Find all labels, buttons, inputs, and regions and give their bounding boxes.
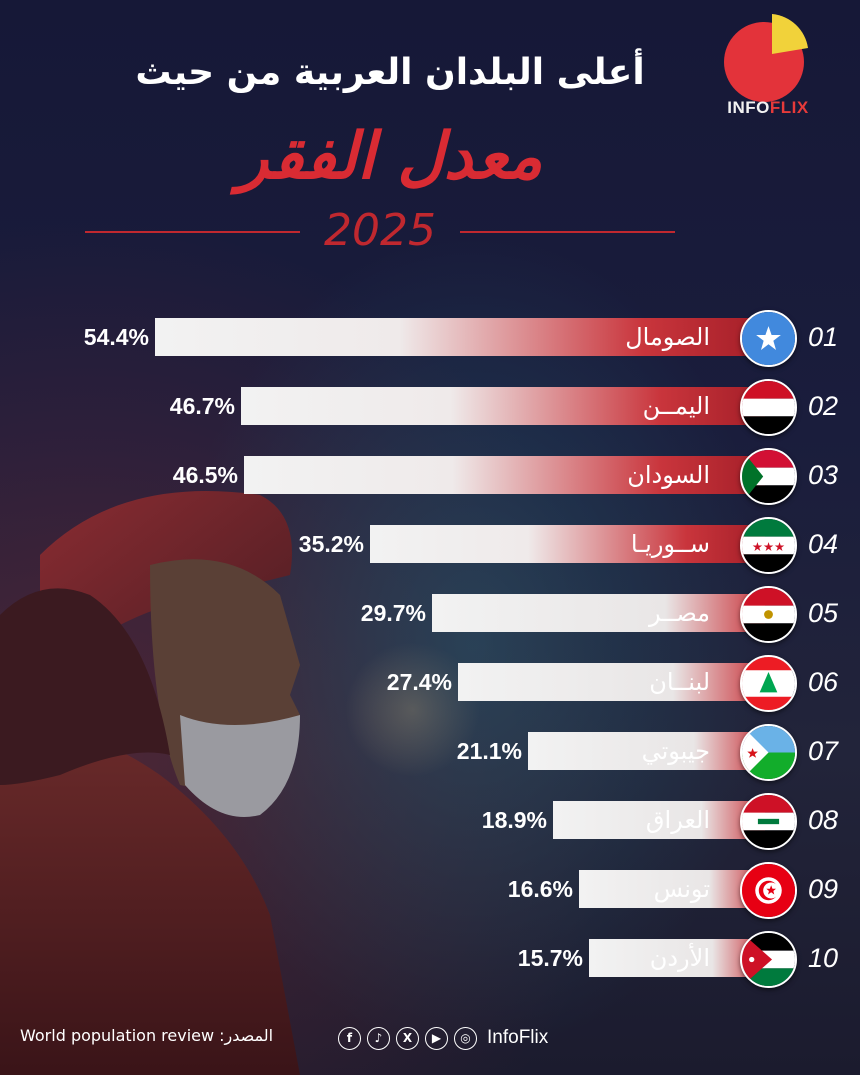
flag-icon: ★★★ xyxy=(740,517,797,574)
facebook-icon[interactable]: f xyxy=(338,1026,361,1050)
instagram-icon[interactable]: ◎ xyxy=(454,1026,477,1050)
flag-icon xyxy=(740,655,797,712)
chart-row: 46.7% اليمــن 02 xyxy=(0,379,860,447)
value-label: 46.5% xyxy=(172,462,238,488)
country-label: السودان xyxy=(627,461,710,489)
bar-02 xyxy=(241,387,765,425)
bar-04 xyxy=(370,525,765,563)
chart-row: 18.9% العراق 08 xyxy=(0,793,860,861)
value-label: 18.9% xyxy=(481,807,547,833)
country-label: الصومال xyxy=(625,323,710,351)
tiktok-icon[interactable]: ♪ xyxy=(367,1026,390,1050)
value-label: 16.6% xyxy=(507,876,573,902)
year-label: 2025 xyxy=(324,205,436,256)
bar-09 xyxy=(579,870,765,908)
country-label: تونس xyxy=(653,875,710,903)
rank-label: 01 xyxy=(808,322,839,352)
country-label: اليمــن xyxy=(642,392,710,420)
country-label: ســوريـا xyxy=(630,530,710,558)
value-label: 15.7% xyxy=(517,945,583,971)
value-label: 46.7% xyxy=(169,393,235,419)
rank-label: 03 xyxy=(808,460,839,490)
flag-icon xyxy=(740,862,797,919)
svg-text:★★★: ★★★ xyxy=(752,540,785,554)
flag-icon xyxy=(740,724,797,781)
rank-label: 04 xyxy=(808,529,839,559)
flag-icon xyxy=(740,448,797,505)
chart-row: 16.6% تونس 09 xyxy=(0,862,860,930)
country-label: مصــر xyxy=(649,599,710,627)
value-label: 21.1% xyxy=(456,738,522,764)
logo-text: INFOFLIX xyxy=(727,98,809,117)
chart-row: 29.7% مصــر 05 xyxy=(0,586,860,654)
bar-07 xyxy=(528,732,765,770)
value-label: 54.4% xyxy=(83,324,149,350)
brand-name: InfoFlix xyxy=(487,1027,549,1048)
bar-03 xyxy=(244,456,765,494)
year-divider-left xyxy=(85,231,300,233)
chart-row: 27.4% لبنــان 06 xyxy=(0,655,860,723)
value-label: 35.2% xyxy=(298,531,364,557)
year-row: 2025 xyxy=(85,205,675,257)
chart-row: 15.7% الأردن 10 xyxy=(0,931,860,999)
bar-06 xyxy=(458,663,765,701)
flag-icon xyxy=(740,586,797,643)
title-line-2: معدل الفقر xyxy=(237,120,544,194)
x-icon[interactable]: X xyxy=(396,1026,419,1050)
social-links: f ♪ X ▶ ◎ InfoFlix xyxy=(338,1024,548,1052)
flag-icon xyxy=(740,379,797,436)
rank-label: 06 xyxy=(808,667,839,697)
rank-label: 02 xyxy=(808,391,839,421)
bar-05 xyxy=(432,594,765,632)
youtube-icon[interactable]: ▶ xyxy=(425,1026,448,1050)
flag-icon xyxy=(740,931,797,988)
value-label: 27.4% xyxy=(386,669,452,695)
man-silhouette-image xyxy=(0,491,300,1075)
value-label: 29.7% xyxy=(360,600,426,626)
flag-icon xyxy=(740,310,797,367)
country-label: جيبوتي xyxy=(641,737,710,765)
country-label: العراق xyxy=(645,806,710,834)
bar-08 xyxy=(553,801,765,839)
chart-row: 54.4% الصومال 01 xyxy=(0,310,860,378)
rank-label: 10 xyxy=(808,943,839,973)
rank-label: 09 xyxy=(808,874,839,904)
title-line-1: أعلى البلدان العربية من حيث xyxy=(135,52,645,93)
chart-row: 21.1% جيبوتي 07 xyxy=(0,724,860,792)
bar-10 xyxy=(589,939,765,977)
year-divider-right xyxy=(460,231,675,233)
source-text: المصدر: World population review xyxy=(20,1026,274,1045)
chart-row: 35.2% ســوريـا ★★★ 04 xyxy=(0,517,860,585)
rank-label: 08 xyxy=(808,805,839,835)
country-label: لبنــان xyxy=(649,668,710,696)
infoflix-logo xyxy=(724,14,808,102)
country-label: الأردن xyxy=(649,944,710,972)
chart-row: 46.5% السودان 03 xyxy=(0,448,860,516)
flag-icon xyxy=(740,793,797,850)
bar-01 xyxy=(155,318,765,356)
rank-label: 05 xyxy=(808,598,839,628)
rank-label: 07 xyxy=(808,736,839,766)
